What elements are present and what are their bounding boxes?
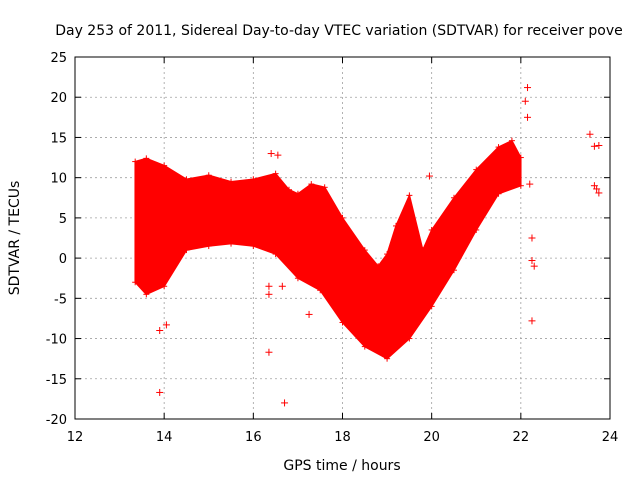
data-point	[521, 97, 529, 105]
data-point-marker	[406, 192, 413, 199]
x-tick-label: 22	[513, 430, 530, 445]
data-point-marker	[286, 186, 292, 193]
x-tick-label: 12	[67, 430, 84, 445]
data-point-marker	[450, 194, 457, 201]
data-point	[156, 388, 164, 396]
data-point-marker	[495, 144, 502, 151]
data-point-marker	[428, 226, 435, 233]
data-point-marker	[132, 279, 139, 286]
data-point-marker	[294, 275, 301, 282]
data-point	[528, 317, 536, 325]
data-point-marker	[517, 154, 524, 161]
y-tick-label: -10	[46, 333, 67, 348]
data-point-marker	[339, 214, 346, 221]
y-tick-label: -20	[46, 413, 67, 428]
data-point-marker	[450, 267, 457, 274]
data-point	[278, 282, 286, 290]
data-point-marker	[143, 291, 150, 298]
data-point-marker	[384, 251, 391, 258]
data-point-marker	[473, 226, 480, 233]
plot-frame	[74, 56, 611, 420]
data-point-marker	[161, 162, 168, 169]
data-point-marker	[272, 251, 279, 258]
data-point	[528, 234, 536, 242]
y-tick-label: 15	[50, 131, 67, 146]
data-point-marker	[250, 243, 257, 250]
data-point	[586, 130, 594, 138]
chart-title: Day 253 of 2011, Sidereal Day-to-day VTE…	[55, 23, 623, 39]
data-point	[593, 185, 601, 193]
data-point	[595, 189, 603, 197]
data-point-marker	[183, 247, 190, 254]
data-point	[524, 84, 532, 92]
data-point-marker	[384, 355, 391, 362]
data-point	[528, 257, 536, 265]
x-axis-label: GPS time / hours	[283, 458, 400, 474]
data-point	[267, 150, 275, 158]
data-point-marker	[508, 137, 515, 144]
data-point	[305, 310, 313, 318]
data-point-marker	[317, 287, 324, 294]
data-point-marker	[205, 243, 212, 250]
x-tick-label: 24	[602, 430, 619, 445]
data-point-marker	[183, 176, 190, 183]
data-point-marker	[132, 158, 139, 165]
data-point-marker	[473, 166, 480, 173]
data-point	[595, 141, 603, 149]
data-point	[530, 262, 538, 270]
y-tick-label: -15	[46, 373, 67, 388]
data-point	[305, 270, 313, 278]
data-point	[526, 180, 534, 188]
data-point-marker	[517, 182, 524, 189]
data-point-marker	[339, 319, 346, 326]
data-point-marker	[228, 178, 235, 185]
y-tick-label: 20	[50, 91, 67, 106]
data-point	[425, 172, 433, 180]
data-point	[281, 399, 289, 407]
y-axis-label: SDTVAR / TECUs	[7, 181, 23, 296]
y-tick-label: 0	[59, 252, 67, 267]
data-point	[274, 151, 282, 159]
x-tick-label: 16	[245, 430, 262, 445]
data-point-marker	[143, 155, 150, 162]
data-point-marker	[375, 263, 382, 270]
data-point	[265, 348, 273, 356]
data-point-marker	[495, 190, 502, 197]
data-point	[265, 282, 273, 290]
data-point-marker	[228, 240, 235, 247]
data-point	[162, 321, 170, 329]
data-layer	[132, 84, 603, 407]
data-point	[265, 290, 273, 298]
data-point-marker	[161, 283, 168, 290]
data-point-marker	[294, 190, 301, 197]
y-tick-label: 25	[50, 51, 67, 66]
data-point	[590, 142, 598, 150]
data-point-marker	[406, 335, 413, 342]
data-point-marker	[321, 184, 328, 191]
x-tick-label: 14	[156, 430, 173, 445]
data-point-marker	[361, 247, 368, 254]
data-point	[524, 113, 532, 121]
data-point-marker	[205, 172, 212, 179]
data-point	[156, 327, 164, 335]
x-tick-label: 20	[423, 430, 440, 445]
y-tick-label: -5	[54, 292, 67, 307]
data-point-marker	[393, 222, 399, 229]
y-tick-label: 10	[50, 172, 67, 187]
data-point-marker	[272, 170, 279, 177]
x-tick-label: 18	[334, 430, 351, 445]
data-point-marker	[428, 303, 435, 310]
data-point-marker	[308, 181, 315, 188]
data-point-marker	[419, 247, 426, 254]
data-point-marker	[361, 343, 368, 350]
data-point-marker	[250, 176, 257, 183]
y-tick-label: 5	[59, 212, 67, 227]
